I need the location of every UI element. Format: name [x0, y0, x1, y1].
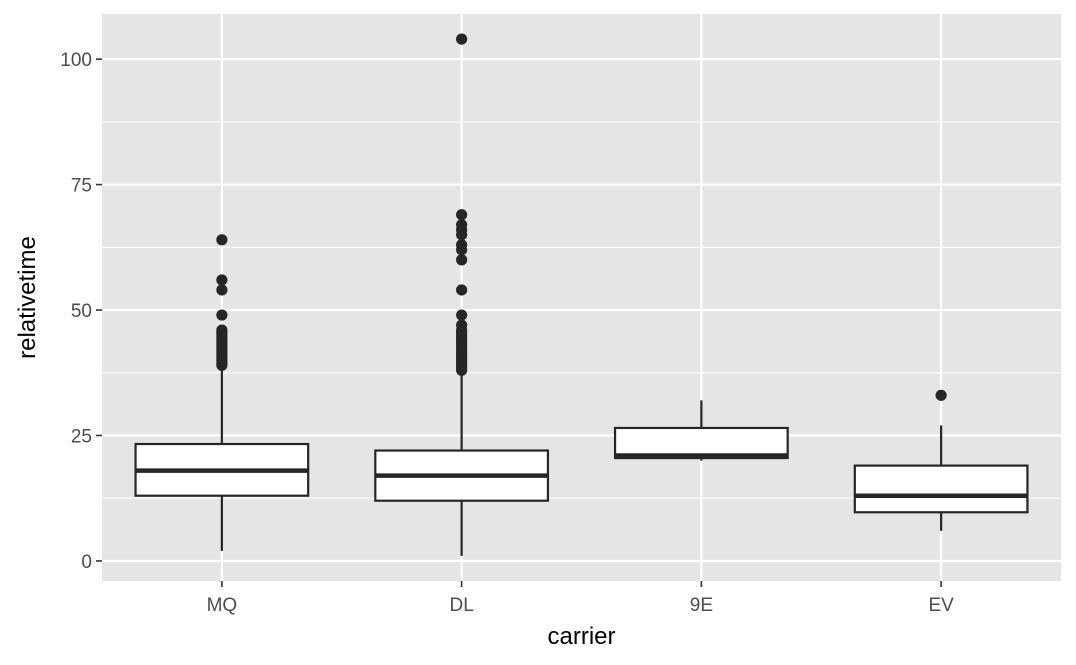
outlier-point — [216, 309, 228, 321]
x-tick-label: 9E — [690, 595, 713, 616]
outlier-point — [216, 284, 228, 296]
box-DL — [374, 372, 550, 556]
outlier-point — [456, 309, 468, 321]
outlier-point — [216, 324, 228, 336]
x-tick-label: EV — [928, 595, 954, 616]
y-axis-title: relativetime — [14, 236, 41, 359]
boxes — [134, 365, 1029, 556]
box-iqr — [613, 426, 789, 460]
outlier-point — [456, 284, 468, 296]
outlier-point — [456, 219, 468, 231]
box-EV — [853, 425, 1029, 531]
outlier-point — [456, 209, 468, 221]
outlier-point — [456, 319, 468, 331]
y-tick-label: 75 — [71, 176, 92, 197]
x-tick-label: MQ — [207, 595, 238, 616]
y-axis: 0 25 50 75 100 — [60, 50, 102, 573]
x-tick-label: DL — [449, 595, 473, 616]
y-tick-label: 25 — [71, 426, 92, 447]
outlier-point — [935, 389, 947, 401]
outlier-point — [216, 274, 228, 286]
outlier-point — [456, 254, 468, 266]
outlier-point — [456, 239, 468, 251]
outlier-point — [216, 234, 228, 246]
y-tick-label: 50 — [71, 301, 92, 322]
outlier-points — [216, 33, 947, 401]
x-axis: MQ DL 9E EV — [207, 581, 954, 616]
x-axis-title: carrier — [547, 623, 615, 650]
y-tick-label: 0 — [81, 552, 92, 573]
box-iqr — [853, 464, 1029, 514]
box-MQ — [134, 365, 310, 551]
box-9E — [613, 400, 789, 461]
outlier-point — [456, 33, 468, 45]
y-tick-label: 100 — [60, 50, 92, 71]
